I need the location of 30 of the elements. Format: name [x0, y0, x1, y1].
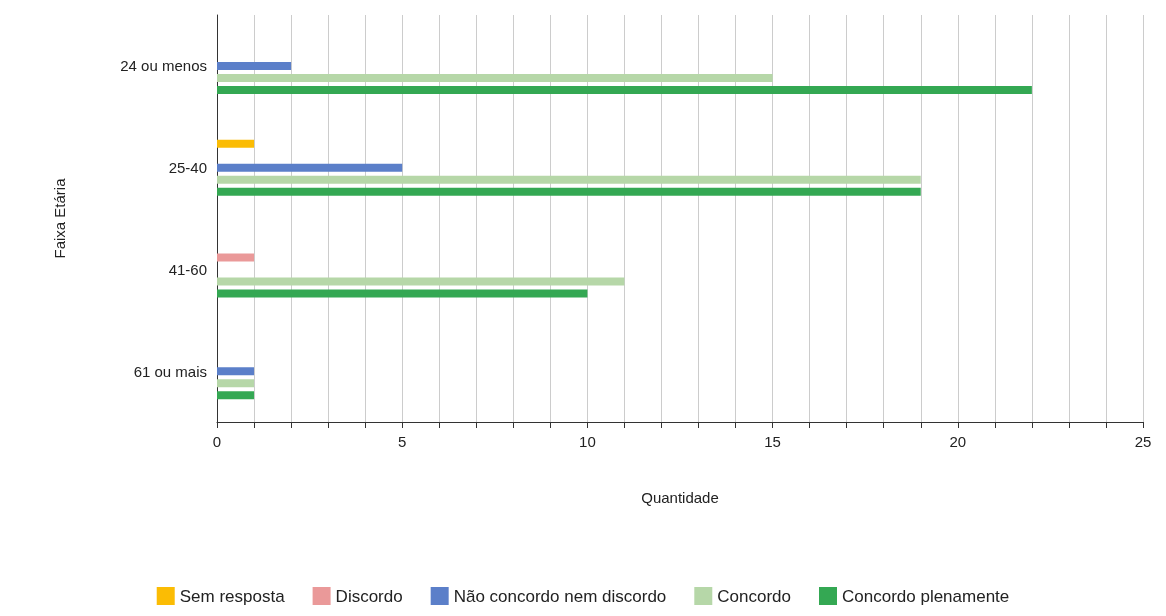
- bar: [217, 175, 921, 184]
- legend-label: Concordo plenamente: [842, 586, 1010, 606]
- y-tick-label: 25-40: [168, 159, 207, 177]
- y-axis-title: Faixa Etária: [51, 177, 68, 259]
- x-tick-label: 15: [764, 433, 781, 450]
- bar: [217, 61, 292, 70]
- bar: [217, 379, 255, 388]
- legend-label: Concordo: [717, 586, 792, 606]
- legend-label: Discordo: [335, 586, 403, 606]
- x-tick-label: 10: [579, 433, 596, 450]
- x-tick-label: 25: [1134, 433, 1152, 450]
- bar: [217, 277, 625, 286]
- x-tick-label: 0: [212, 433, 222, 450]
- bar: [217, 187, 921, 196]
- legend-label: Não concordo nem discordo: [453, 586, 667, 606]
- legend-label: Sem resposta: [179, 586, 286, 606]
- y-tick-label: 41-60: [168, 260, 207, 278]
- bar: [217, 163, 403, 172]
- bar: [217, 253, 255, 262]
- x-axis-title: Quantidade: [641, 489, 719, 506]
- bar: [217, 139, 255, 148]
- bar: [217, 391, 255, 400]
- y-tick-label: 61 ou mais: [133, 362, 207, 380]
- bar: [217, 289, 588, 298]
- x-tick-label: 20: [949, 433, 967, 450]
- bar: [217, 85, 1032, 94]
- x-tick-label: 5: [398, 433, 407, 450]
- bar: [217, 73, 773, 82]
- bar: [217, 367, 255, 376]
- y-tick-label: 24 ou menos: [120, 57, 207, 75]
